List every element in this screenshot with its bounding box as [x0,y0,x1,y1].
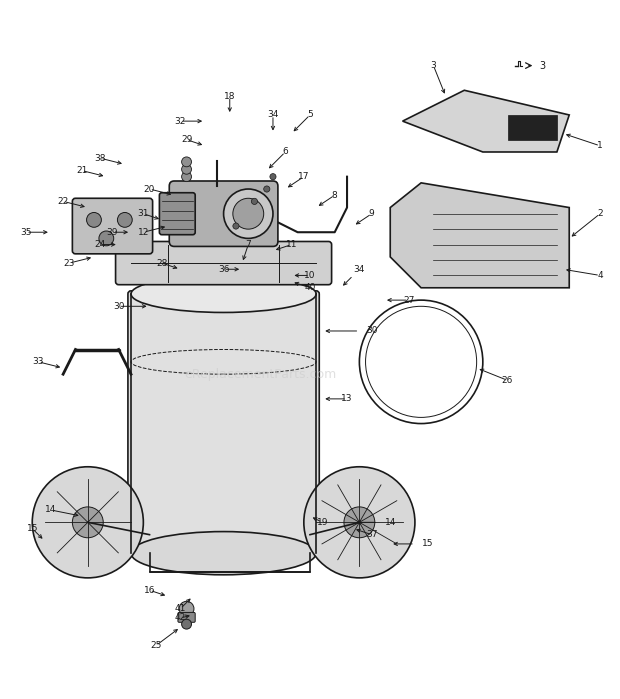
Text: 30: 30 [113,302,125,311]
Text: 37: 37 [366,530,378,539]
FancyBboxPatch shape [115,241,332,284]
Text: 34: 34 [267,110,278,120]
Circle shape [182,164,192,174]
Polygon shape [508,115,557,140]
Ellipse shape [131,531,316,575]
Text: 4: 4 [597,271,603,280]
Text: 22: 22 [58,197,69,206]
Text: 34: 34 [353,265,365,274]
Text: 36: 36 [218,265,229,274]
Text: 1: 1 [597,141,603,150]
Text: 35: 35 [20,228,32,237]
Circle shape [264,186,270,192]
Text: 5: 5 [307,110,313,120]
Text: 25: 25 [150,641,161,650]
Text: 30: 30 [366,326,378,336]
Text: 9: 9 [369,209,374,218]
Text: 28: 28 [156,259,167,268]
Circle shape [182,172,192,182]
Circle shape [87,212,102,227]
Ellipse shape [131,275,316,312]
Text: 2: 2 [597,209,603,218]
Circle shape [117,212,132,227]
Circle shape [73,507,104,538]
Circle shape [32,467,143,578]
Circle shape [179,601,194,616]
Text: 10: 10 [304,271,316,280]
Circle shape [270,173,276,180]
Text: 39: 39 [107,228,118,237]
Text: 31: 31 [138,209,149,218]
FancyBboxPatch shape [73,199,153,254]
Polygon shape [390,183,569,288]
Circle shape [233,199,264,229]
Text: 33: 33 [33,357,44,366]
Text: 40: 40 [304,283,316,292]
Text: 32: 32 [175,117,186,126]
Text: 7: 7 [246,240,251,249]
Text: 12: 12 [138,228,149,237]
Text: 17: 17 [298,172,309,181]
Text: 13: 13 [341,394,353,403]
Text: 23: 23 [64,259,75,268]
Text: 18: 18 [224,92,236,101]
Circle shape [344,507,375,538]
Text: 29: 29 [181,135,192,144]
Text: 3: 3 [430,61,436,70]
FancyBboxPatch shape [178,612,195,622]
Text: 14: 14 [384,518,396,527]
Text: 16: 16 [144,586,155,595]
Circle shape [251,199,257,204]
FancyBboxPatch shape [169,181,278,247]
Text: 24: 24 [94,240,106,249]
Text: eReplacementParts.com: eReplacementParts.com [185,368,337,381]
Text: 20: 20 [144,185,155,194]
Circle shape [182,619,192,629]
Text: 19: 19 [317,518,328,527]
Text: 42: 42 [175,614,186,623]
Text: 6: 6 [283,147,288,157]
Polygon shape [402,90,569,152]
Text: 11: 11 [286,240,297,249]
Circle shape [224,189,273,238]
Circle shape [182,157,192,167]
Text: 21: 21 [76,166,87,175]
Text: 41: 41 [175,604,186,613]
Circle shape [304,467,415,578]
Text: 3: 3 [539,61,546,71]
Text: 15: 15 [422,540,433,549]
Text: 15: 15 [27,524,38,533]
FancyBboxPatch shape [159,193,195,235]
Circle shape [99,231,113,246]
Text: 38: 38 [94,154,106,163]
Text: 14: 14 [45,505,56,514]
FancyBboxPatch shape [128,291,319,556]
Text: 26: 26 [502,376,513,385]
Text: 27: 27 [403,296,414,305]
Text: 8: 8 [332,191,337,200]
Circle shape [233,223,239,229]
